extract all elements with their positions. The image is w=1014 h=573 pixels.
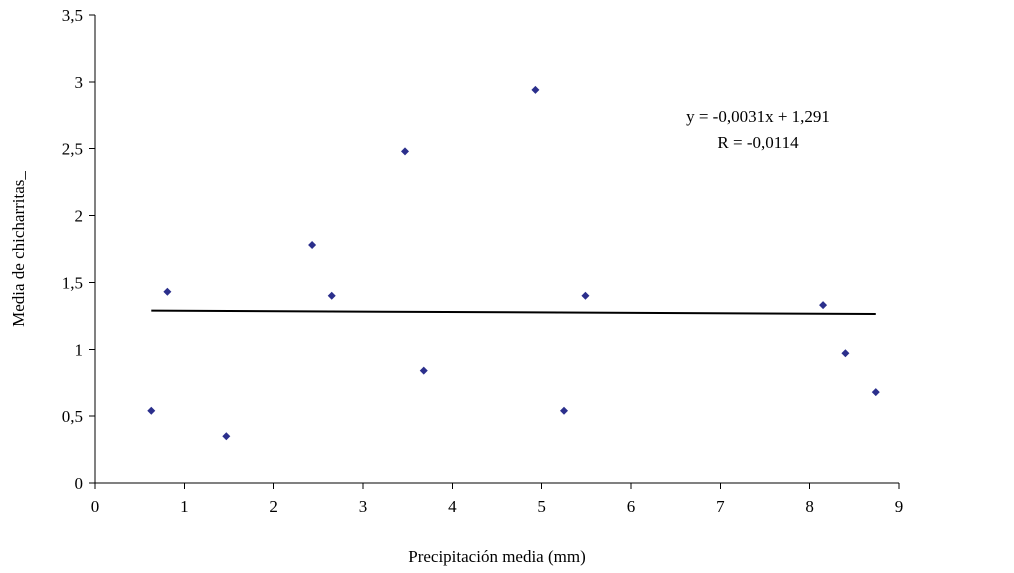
data-point — [581, 291, 590, 300]
x-tick-label: 3 — [359, 497, 368, 516]
trendline-equation: y = -0,0031x + 1,291 — [686, 107, 830, 126]
trendline — [151, 309, 876, 315]
y-tick-label: 3 — [75, 73, 84, 92]
data-point — [400, 147, 409, 156]
y-tick-label: 0 — [75, 474, 84, 493]
data-point — [419, 366, 428, 375]
data-point — [308, 240, 317, 249]
x-tick-label: 8 — [805, 497, 814, 516]
x-tick-label: 4 — [448, 497, 457, 516]
data-point — [841, 349, 850, 358]
x-tick-label: 2 — [269, 497, 278, 516]
data-point — [871, 388, 880, 397]
trendline-r-value: R = -0,0114 — [717, 133, 799, 152]
y-tick-label: 3,5 — [62, 6, 83, 25]
data-point — [163, 287, 172, 296]
x-tick-label: 5 — [537, 497, 546, 516]
data-point — [560, 406, 568, 415]
y-tick-label: 2,5 — [62, 140, 83, 159]
x-tick-label: 7 — [716, 497, 725, 516]
data-point — [222, 432, 231, 441]
y-tick-label: 0,5 — [62, 407, 83, 426]
x-tick-label: 6 — [627, 497, 636, 516]
y-axis-ticks: 0 0,5 1 1,5 2 2,5 3 3,5 — [62, 6, 95, 493]
data-point — [147, 406, 156, 415]
y-tick-label: 1,5 — [62, 273, 83, 292]
y-tick-label: 1 — [75, 340, 84, 359]
data-point — [327, 291, 336, 300]
data-point — [531, 85, 540, 94]
x-tick-label: 0 — [91, 497, 100, 516]
data-point — [819, 301, 828, 310]
data-points — [147, 85, 880, 441]
x-tick-label: 9 — [895, 497, 904, 516]
y-axis-title: Media de chicharritas_ — [9, 171, 28, 327]
x-tick-label: 1 — [180, 497, 189, 516]
x-axis-ticks: 0 1 2 3 4 5 6 7 8 9 — [91, 483, 904, 516]
x-axis-title: Precipitación media (mm) — [408, 547, 586, 566]
y-tick-label: 2 — [75, 207, 84, 226]
